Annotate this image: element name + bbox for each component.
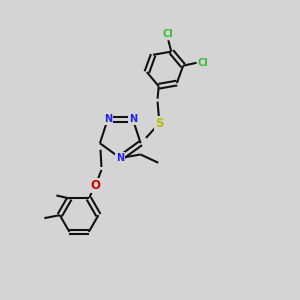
Text: S: S bbox=[155, 117, 163, 130]
Text: N: N bbox=[103, 114, 112, 124]
Text: Cl: Cl bbox=[163, 29, 174, 39]
Text: N: N bbox=[129, 114, 137, 124]
Text: Cl: Cl bbox=[198, 58, 208, 68]
Text: N: N bbox=[116, 153, 124, 163]
Text: O: O bbox=[91, 179, 100, 192]
